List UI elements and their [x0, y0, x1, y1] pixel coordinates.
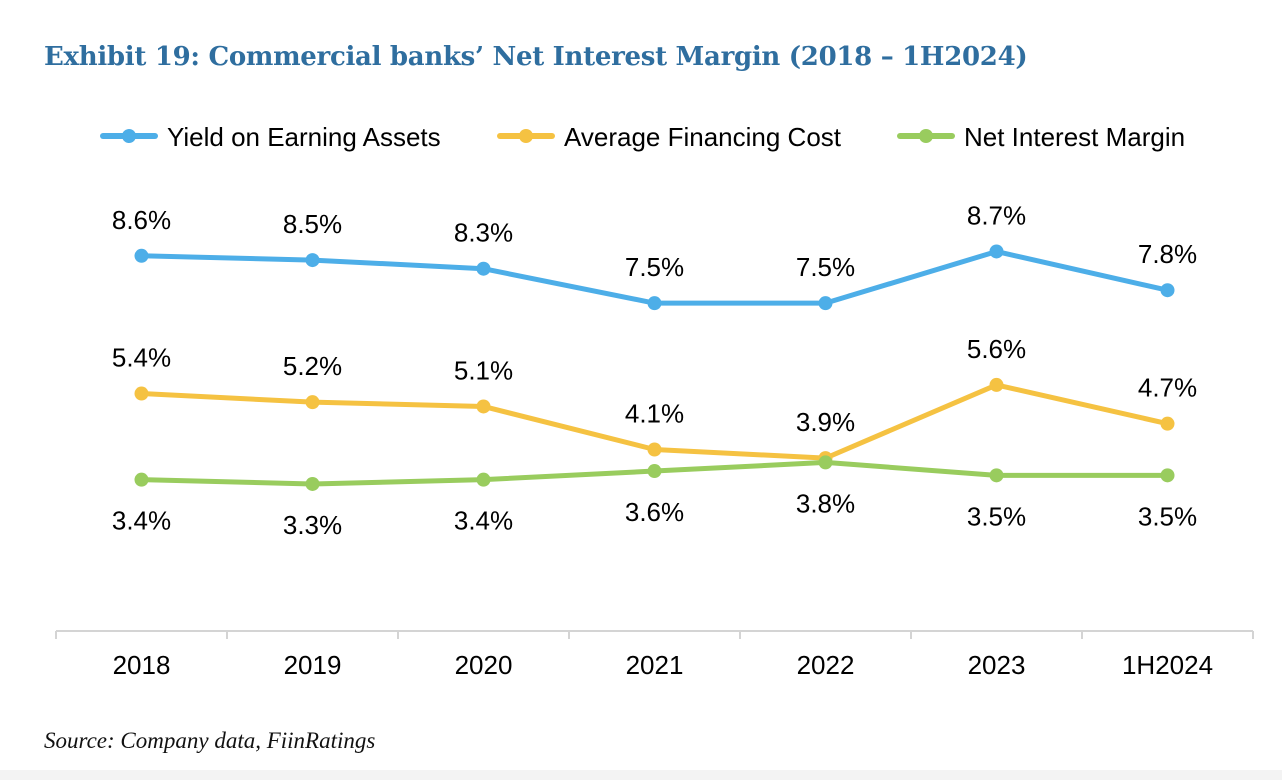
- data-point: [989, 468, 1004, 483]
- x-tick-label: 2022: [797, 650, 855, 680]
- data-label: 7.8%: [1138, 239, 1197, 269]
- data-point: [305, 395, 320, 410]
- data-label: 3.9%: [796, 407, 855, 437]
- data-point: [989, 244, 1004, 259]
- data-point: [1160, 468, 1175, 483]
- data-label: 7.5%: [625, 252, 684, 282]
- data-point: [818, 455, 833, 470]
- data-label: 5.1%: [454, 355, 513, 385]
- data-label: 5.2%: [283, 351, 342, 381]
- data-label: 7.5%: [796, 252, 855, 282]
- x-tick-label: 2020: [455, 650, 513, 680]
- x-tick-label: 2018: [113, 650, 171, 680]
- data-label: 4.1%: [625, 399, 684, 429]
- data-label: 3.4%: [112, 506, 171, 536]
- legend-label: Net Interest Margin: [964, 122, 1185, 152]
- x-tick-label: 2019: [284, 650, 342, 680]
- x-tick-label: 2023: [968, 650, 1026, 680]
- chart-title: Exhibit 19: Commercial banks’ Net Intere…: [44, 42, 1028, 72]
- data-label: 5.6%: [967, 334, 1026, 364]
- data-label: 8.5%: [283, 209, 342, 239]
- legend-label: Yield on Earning Assets: [167, 122, 441, 152]
- data-point: [647, 296, 662, 311]
- data-point: [476, 399, 491, 414]
- data-label: 3.3%: [283, 510, 342, 540]
- data-point: [647, 464, 662, 479]
- data-label: 5.4%: [112, 343, 171, 373]
- data-point: [305, 476, 320, 491]
- legend-marker: [919, 129, 933, 143]
- data-point: [1160, 283, 1175, 298]
- data-label: 3.5%: [967, 501, 1026, 531]
- data-label: 8.3%: [454, 218, 513, 248]
- legend-marker: [519, 129, 533, 143]
- data-label: 3.5%: [1138, 501, 1197, 531]
- x-tick-label: 1H2024: [1122, 650, 1213, 680]
- data-label: 8.7%: [967, 200, 1026, 230]
- data-label: 3.8%: [796, 488, 855, 518]
- legend-marker: [122, 129, 136, 143]
- data-label: 8.6%: [112, 205, 171, 235]
- data-point: [134, 248, 149, 263]
- data-point: [1160, 416, 1175, 431]
- data-point: [647, 442, 662, 457]
- source-note: Source: Company data, FiinRatings: [44, 728, 376, 753]
- x-tick-label: 2021: [626, 650, 684, 680]
- data-point: [476, 261, 491, 276]
- data-point: [818, 296, 833, 311]
- bottom-strip: [0, 770, 1282, 780]
- data-label: 3.4%: [454, 506, 513, 536]
- data-point: [134, 386, 149, 401]
- data-point: [305, 253, 320, 268]
- data-label: 3.6%: [625, 497, 684, 527]
- data-point: [134, 472, 149, 487]
- data-point: [476, 472, 491, 487]
- legend-label: Average Financing Cost: [564, 122, 842, 152]
- data-point: [989, 377, 1004, 392]
- data-label: 4.7%: [1138, 373, 1197, 403]
